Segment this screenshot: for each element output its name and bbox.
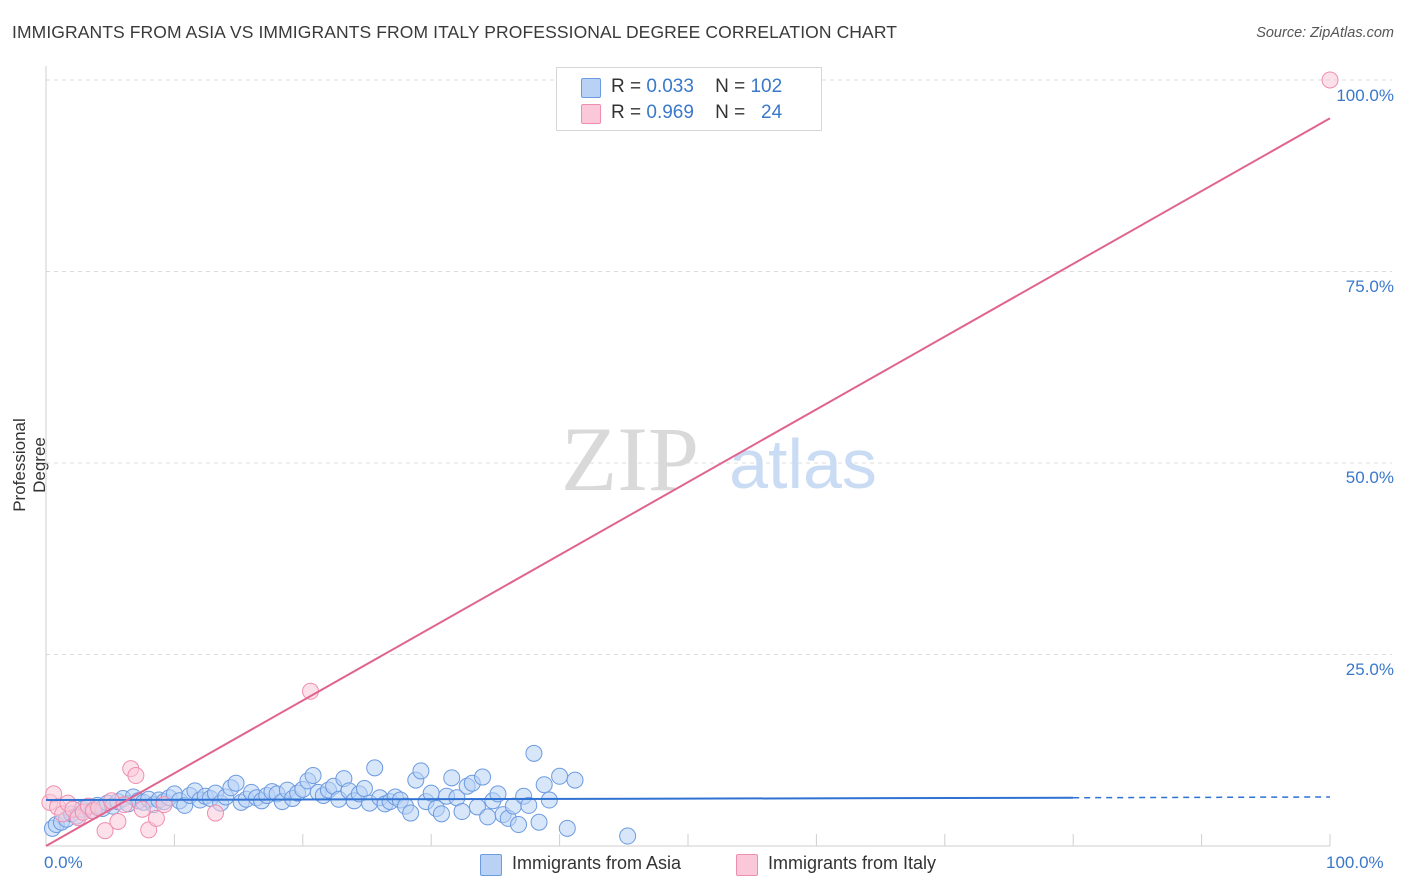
italy-point [147,809,165,827]
italy-point [127,767,145,785]
y-tick-label: 50.0% [1345,468,1394,487]
asia-point [479,808,497,826]
grid-lines [46,79,1392,655]
x-tick-label: 0.0% [44,853,83,872]
n-value: 24 [761,102,783,123]
asia-point [540,791,558,809]
asia-point [619,827,637,845]
y-tick-label: 25.0% [1345,660,1394,679]
asia-point [304,767,322,785]
asia-point [443,769,461,787]
asia-point [551,767,569,785]
chart-source: Source: ZipAtlas.com [1256,25,1394,41]
chart-title: IMMIGRANTS FROM ASIA VS IMMIGRANTS FROM … [12,22,898,42]
asia-point [530,813,548,831]
asia-legend-label: Immigrants from Asia [512,853,682,873]
n-label: N = [715,76,746,97]
asia-point [520,796,538,814]
watermark-atlas: atlas [729,425,877,503]
asia-point [525,744,543,762]
italy-trend-line [45,117,1331,847]
italy-point [206,804,224,822]
r-label: R = [611,76,642,97]
x-tick-label: 100.0% [1326,853,1384,872]
italy-series [41,71,1339,840]
asia-point [412,762,430,780]
italy-legend-label: Immigrants from Italy [768,853,937,873]
italy-swatch [581,104,601,124]
watermark: ZIP atlas [561,408,877,510]
asia-point [510,816,528,834]
asia-legend-swatch [480,854,502,876]
asia-point [402,804,420,822]
y-tick-label: 75.0% [1345,277,1394,296]
asia-point [366,759,384,777]
asia-series [43,744,637,845]
asia-point [558,819,576,837]
n-value: 102 [750,76,783,97]
asia-point [489,785,507,803]
asia-point [355,780,373,798]
asia-trend-line [45,796,1074,802]
r-value: 0.969 [646,102,694,123]
italy-point [1321,71,1339,89]
italy-legend-swatch [736,854,758,876]
r-label: R = [611,102,642,123]
n-label: N = [715,102,746,123]
asia-trend-extension [1073,796,1331,799]
asia-point [453,803,471,821]
italy-point [96,822,114,840]
watermark-zip: ZIP [561,408,699,510]
italy-point [109,812,127,830]
asia-point [474,768,492,786]
trend-lines [45,117,1331,847]
asia-point [432,805,450,823]
axes [45,66,1331,847]
asia-point [227,774,245,792]
r-value: 0.033 [646,76,694,97]
italy-point [133,800,151,818]
asia-swatch [581,78,601,98]
y-tick-label: 100.0% [1336,86,1394,105]
stats-legend: R = 0.033 N = 102 R = 0.969 N = 24 [556,67,822,131]
asia-point [535,776,553,794]
asia-point [566,771,584,789]
